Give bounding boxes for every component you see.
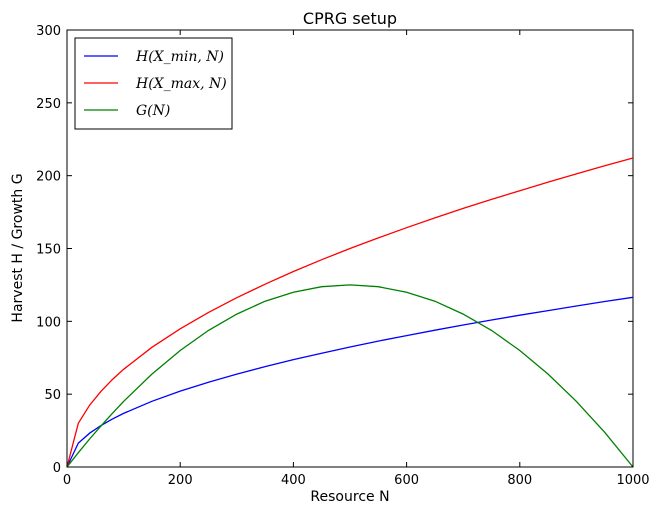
x-axis-label: Resource N <box>310 489 389 505</box>
x-tick-label: 200 <box>168 473 193 488</box>
legend-label: G(N) <box>136 103 170 119</box>
legend-label: H(X_min, N) <box>135 49 224 65</box>
series-line-0 <box>66 296 634 468</box>
legend-label: H(X_max, N) <box>135 76 227 92</box>
x-tick-label: 0 <box>63 473 71 488</box>
x-tick-label: 1000 <box>616 473 649 488</box>
chart-title: CPRG setup <box>303 9 397 28</box>
series-line-1 <box>66 157 634 468</box>
legend: H(X_min, N) H(X_max, N) G(N) <box>74 37 233 130</box>
y-tick-label: 300 <box>36 24 61 39</box>
y-tick-label: 100 <box>36 315 61 330</box>
y-axis-ticks: 0 50 100 150 200 250 300 <box>36 24 633 476</box>
y-axis-label: Harvest H / Growth G <box>10 173 26 322</box>
x-tick-label: 400 <box>281 473 306 488</box>
y-tick-label: 50 <box>44 388 61 403</box>
x-axis-ticks: 0 200 400 600 800 1000 <box>63 30 650 488</box>
x-tick-label: 800 <box>507 473 532 488</box>
x-tick-label: 600 <box>394 473 419 488</box>
series-line-2 <box>66 284 634 468</box>
y-tick-label: 0 <box>53 461 61 476</box>
y-tick-label: 150 <box>36 243 61 258</box>
y-tick-label: 200 <box>36 170 61 185</box>
y-tick-label: 250 <box>36 97 61 112</box>
series-layer <box>66 157 634 468</box>
